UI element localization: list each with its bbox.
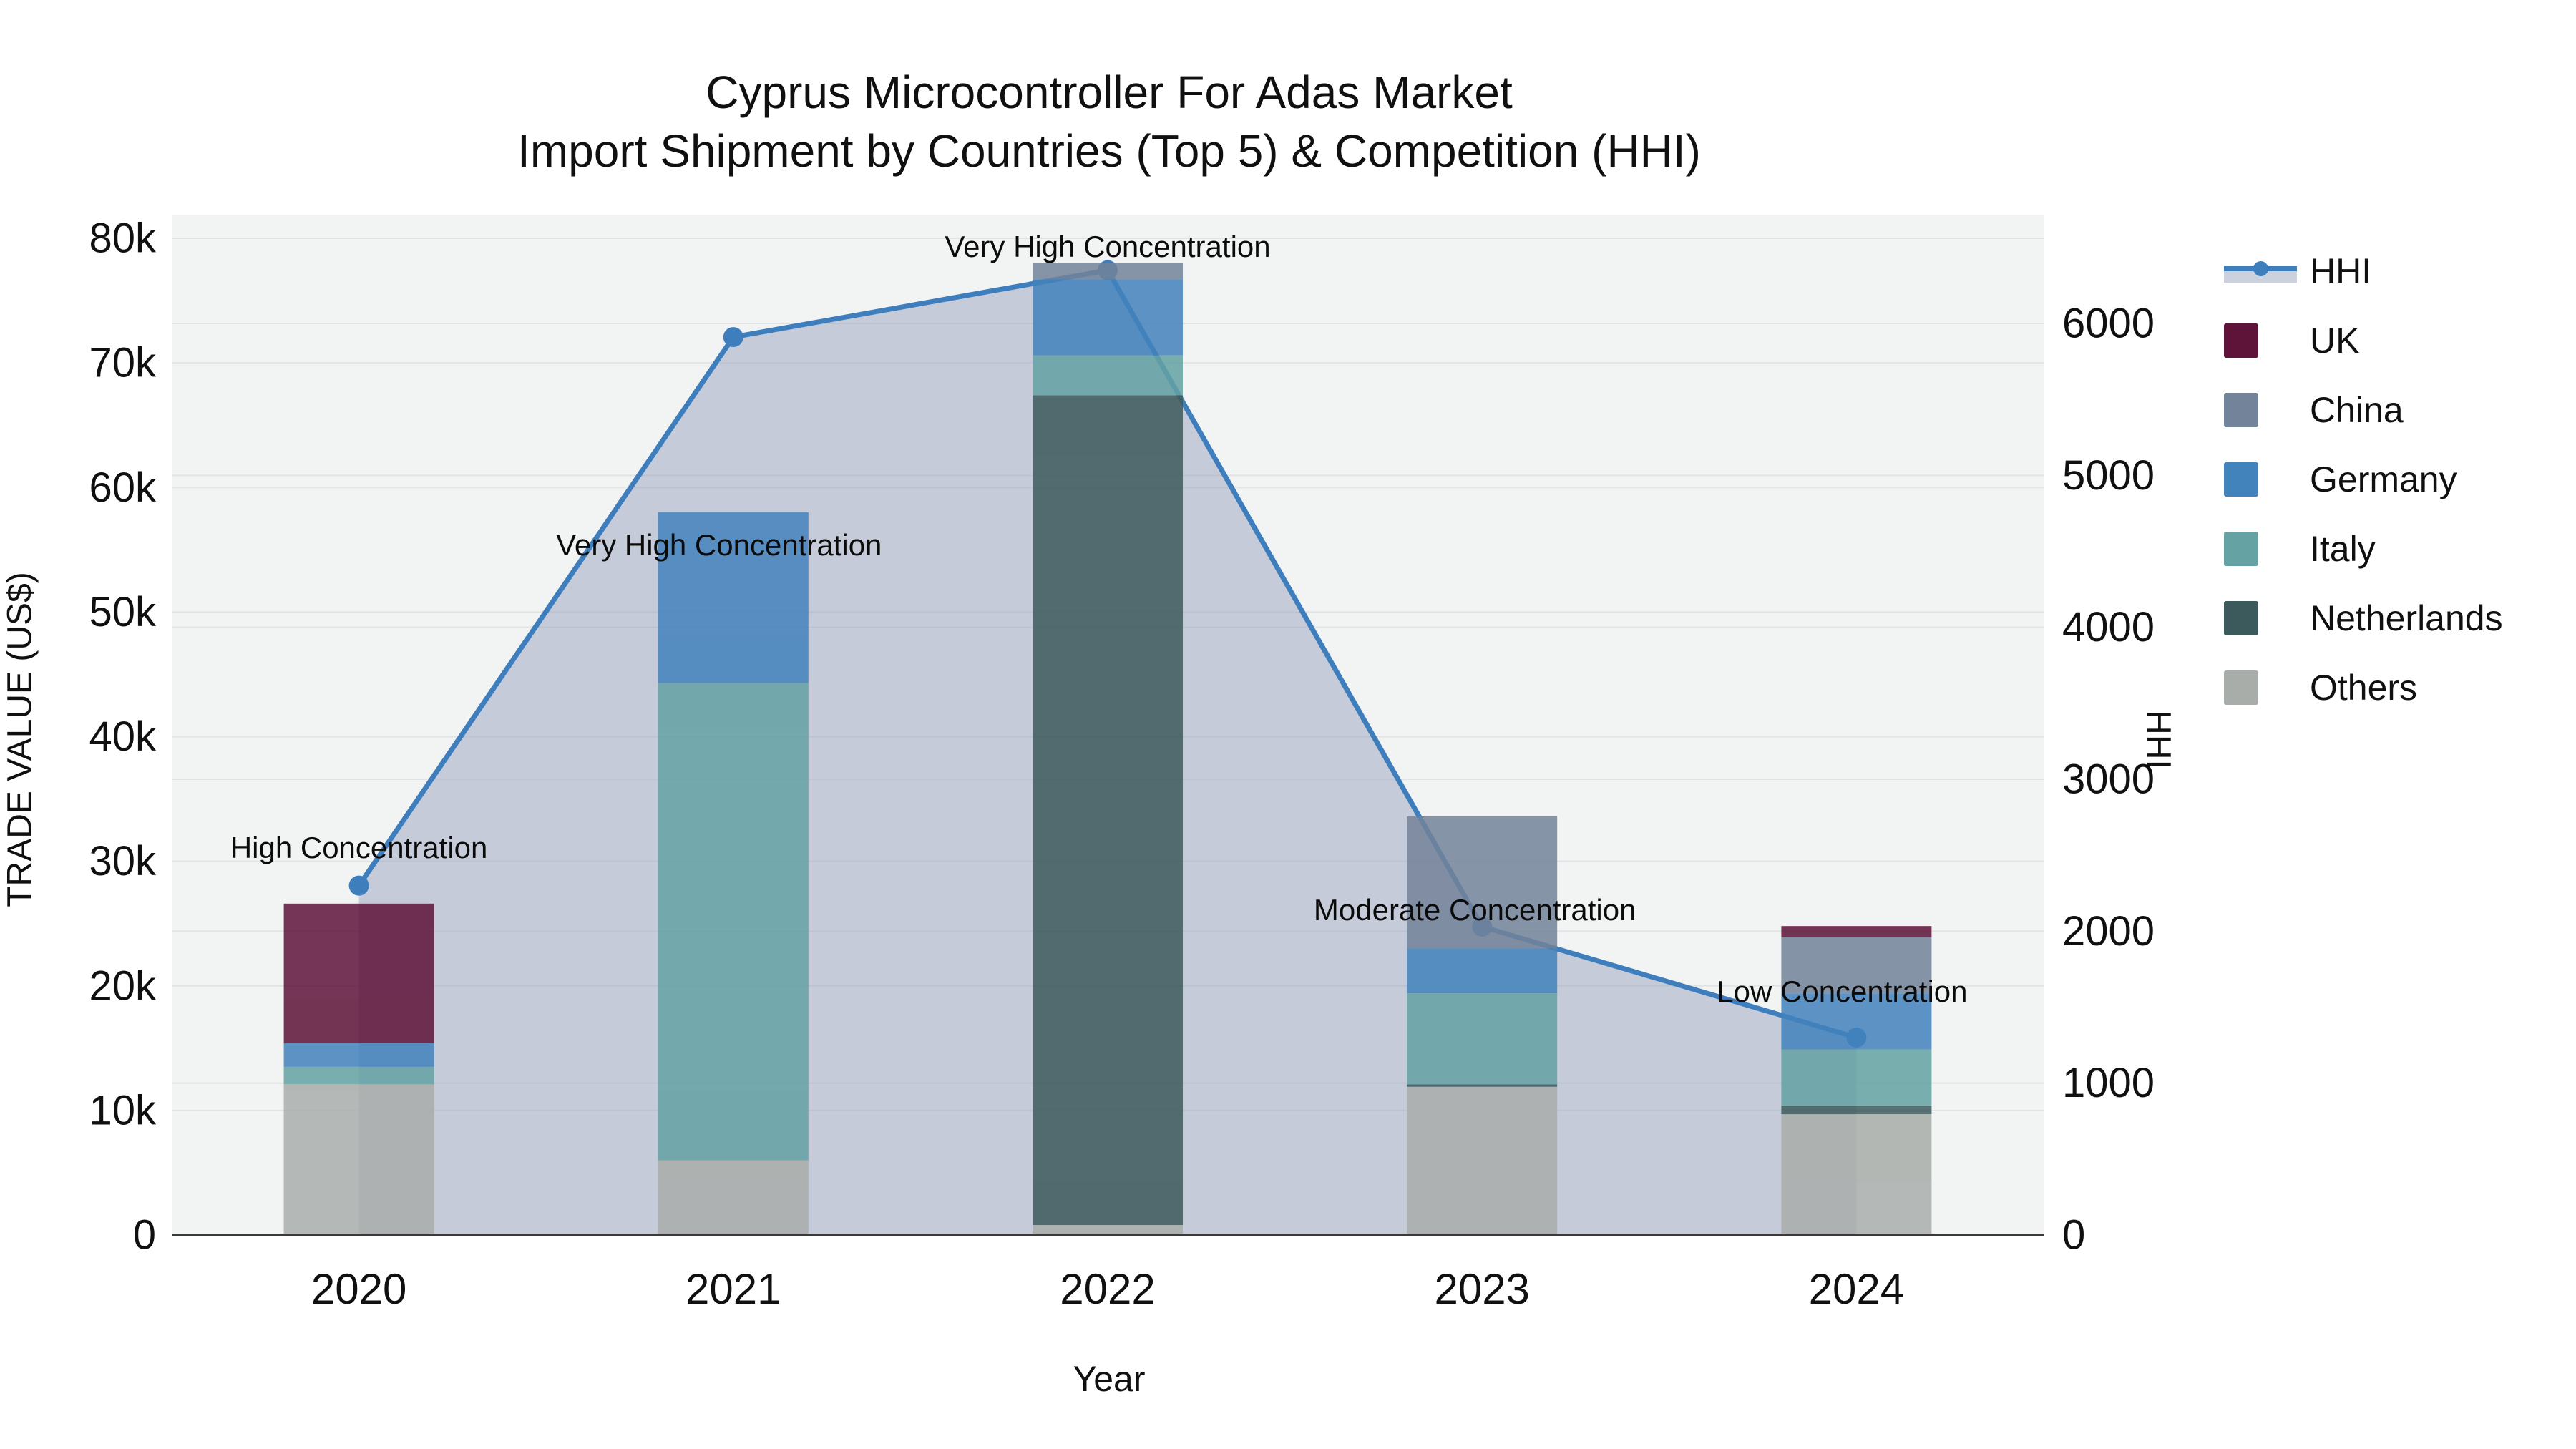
bar-segment-netherlands-2022 [1033, 395, 1183, 1226]
legend-label: Germany [2310, 459, 2457, 499]
bar-segment-others-2020 [283, 1084, 434, 1235]
legend-item-italy[interactable]: Italy [2224, 514, 2503, 583]
bar-segment-china-2022 [1033, 263, 1183, 280]
bar-segment-germany-2021 [658, 512, 809, 683]
bar-segment-netherlands-2024 [1781, 1105, 1932, 1115]
bar-segment-others-2021 [658, 1160, 809, 1235]
chart-title-line1: Cyprus Microcontroller For Adas Market [706, 67, 1513, 118]
legend-color-swatch [2224, 323, 2297, 358]
annotation-2021: Very High Concentration [556, 528, 882, 562]
legend-label: China [2310, 389, 2404, 430]
legend-color-swatch [2224, 531, 2297, 566]
bar-segment-germany-2023 [1407, 948, 1558, 994]
annotation-2020: High Concentration [230, 831, 488, 864]
legend-label: Others [2310, 667, 2418, 708]
y-left-tick-label: 0 [133, 1212, 156, 1259]
legend-item-netherlands[interactable]: Netherlands [2224, 583, 2503, 653]
legend: HHI UK China Germany Italy Netherlands Others [2224, 236, 2503, 722]
bar-segment-others-2022 [1033, 1225, 1183, 1235]
annotation-2024: Low Concentration [1717, 975, 1968, 1008]
legend-color-swatch [2224, 670, 2297, 705]
y-right-tick-label: 4000 [2062, 604, 2155, 650]
x-tick-label: 2024 [1809, 1265, 1904, 1313]
annotation-2023: Moderate Concentration [1313, 893, 1636, 927]
bar-segment-others-2024 [1781, 1114, 1932, 1235]
legend-item-china[interactable]: China [2224, 375, 2503, 444]
y-left-tick-label: 70k [89, 340, 157, 386]
y-left-tick-label: 40k [89, 713, 157, 760]
legend-color-swatch [2224, 600, 2297, 635]
legend-label: Netherlands [2310, 597, 2503, 638]
x-tick-label: 2022 [1060, 1265, 1155, 1313]
y-axis-title-right: HHI [2139, 710, 2177, 769]
bar-segment-italy-2021 [658, 683, 809, 1161]
legend-item-uk[interactable]: UK [2224, 306, 2503, 375]
bar-segment-others-2023 [1407, 1086, 1558, 1235]
y-right-tick-label: 3000 [2062, 756, 2155, 803]
legend-item-others[interactable]: Others [2224, 653, 2503, 722]
bar-segment-china-2023 [1407, 816, 1558, 949]
bar-segment-italy-2022 [1033, 355, 1183, 396]
bar-segment-germany-2024 [1781, 993, 1932, 1050]
y-right-tick-label: 6000 [2062, 301, 2155, 347]
hhi-marker [348, 875, 369, 896]
bar-segment-china-2024 [1781, 937, 1932, 994]
y-right-tick-label: 5000 [2062, 452, 2155, 499]
bar-segment-italy-2024 [1781, 1049, 1932, 1106]
legend-line-swatch [2224, 254, 2297, 288]
chart-title: Cyprus Microcontroller For Adas Market I… [172, 63, 2046, 180]
bar-segment-italy-2023 [1407, 993, 1558, 1085]
x-tick-label: 2020 [311, 1265, 406, 1313]
legend-label: Italy [2310, 528, 2376, 569]
legend-label: UK [2310, 320, 2360, 361]
y-right-tick-label: 2000 [2062, 908, 2155, 955]
y-left-tick-label: 50k [89, 589, 157, 635]
y-right-tick-label: 1000 [2062, 1060, 2155, 1106]
x-axis-title: Year [1073, 1359, 1146, 1399]
chart-title-line2: Import Shipment by Countries (Top 5) & C… [517, 125, 1701, 177]
legend-item-hhi[interactable]: HHI [2224, 236, 2503, 306]
annotation-2022: Very High Concentration [945, 230, 1271, 263]
y-left-tick-label: 80k [89, 215, 157, 262]
y-left-tick-label: 10k [89, 1087, 157, 1133]
y-right-tick-label: 0 [2062, 1212, 2085, 1259]
bars-layer [283, 263, 1932, 1235]
bar-segment-netherlands-2023 [1407, 1084, 1558, 1087]
x-tick-label: 2021 [686, 1265, 781, 1313]
legend-color-swatch [2224, 392, 2297, 427]
y-left-tick-label: 30k [89, 838, 157, 884]
bar-segment-uk-2024 [1781, 926, 1932, 937]
x-tick-label: 2023 [1434, 1265, 1529, 1313]
y-axis-title-left: TRADE VALUE (US$) [1, 572, 39, 907]
bar-segment-germany-2020 [283, 1043, 434, 1067]
bar-segment-italy-2020 [283, 1066, 434, 1085]
bar-segment-germany-2022 [1033, 279, 1183, 356]
legend-item-germany[interactable]: Germany [2224, 444, 2503, 514]
bar-segment-uk-2020 [283, 903, 434, 1043]
hhi-marker [723, 327, 743, 348]
y-left-tick-label: 20k [89, 962, 157, 1009]
legend-label: HHI [2310, 250, 2372, 291]
y-left-tick-label: 60k [89, 464, 157, 511]
legend-color-swatch [2224, 462, 2297, 497]
